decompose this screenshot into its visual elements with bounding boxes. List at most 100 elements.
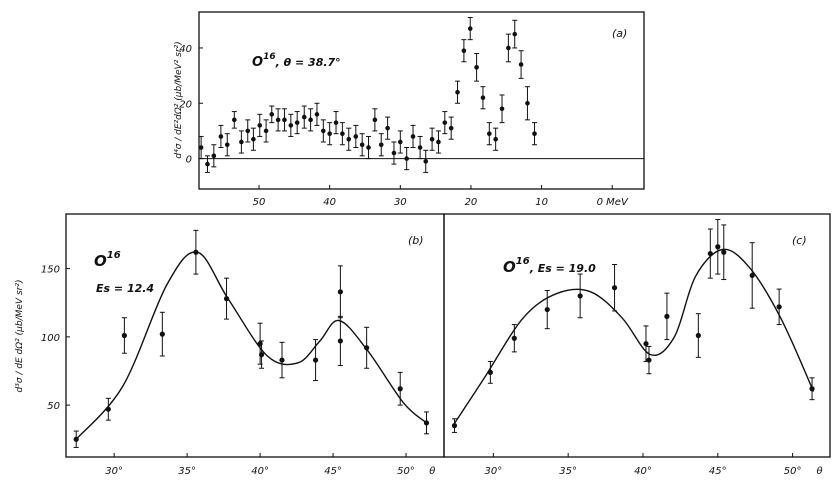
panel-b-annotation-line2: Es = 12.4 [96,282,154,295]
panel-b-annotation: O16 [94,250,121,270]
data-point [366,145,371,150]
panel-c: (c) O16, Es = 19.0 30° 35° 40° 45° 50° θ [443,213,831,477]
data-point [333,120,339,125]
data-point [487,131,492,136]
data-point [239,139,244,145]
x-tick-label: 20 [465,197,478,208]
panel-a-frame [198,11,645,190]
data-point [224,142,230,148]
x-tick-label: 40° [251,466,269,477]
data-point [448,125,454,131]
y-tick-label: 40 [179,44,192,55]
panel-b: (b) O16 Es = 12.4 d³σ / dE dΩ² (μb/MeV s… [15,213,445,477]
x-tick-label: 45° [324,466,342,477]
data-point [480,95,486,101]
data-point [73,436,79,442]
data-point [312,357,319,363]
data-point [359,142,365,148]
data-point [245,128,251,134]
data-point [404,156,409,161]
data-point [455,89,460,95]
data-point [105,406,111,412]
data-point [664,313,670,319]
data-point [442,120,448,125]
data-point [218,134,224,139]
x-tick-label: 40° [634,466,652,477]
data-point [611,285,618,291]
data-point [707,250,713,257]
x-tick-label: 45° [709,466,727,477]
data-point [308,117,313,123]
data-point [223,296,230,302]
panel-c-label: (c) [792,234,807,247]
data-point [327,131,332,136]
data-point [288,123,294,128]
data-point [321,128,326,134]
panel-a: (a) O16, θ = 38.7° d⁴σ / dE²dΩ² (μb/MeV²… [174,11,645,208]
data-point [429,136,435,142]
data-point [301,114,307,120]
x-tick-label: 40 [323,197,336,208]
panel-b-y-axis-label: d³σ / dE dΩ² (μb/MeV sr²) [15,280,25,393]
data-point [258,352,265,358]
data-point [337,289,343,295]
panel-a-label: (a) [612,27,627,40]
data-point [809,386,815,392]
y-tick-label: 0 [186,155,192,166]
data-point [385,125,390,131]
x-tick-label: 50° [397,466,415,477]
panel-a-annotation: O16, θ = 38.7° [252,52,341,70]
data-point [461,48,467,54]
data-point [198,145,204,150]
data-point [353,134,359,139]
data-point [577,293,583,299]
data-point [340,131,345,136]
x-tick-label: θ [816,466,822,477]
data-point [282,117,287,123]
data-point [314,112,320,117]
data-point [159,331,165,337]
data-point [423,420,430,426]
data-point [436,139,441,145]
panel-b-label: (b) [408,234,424,247]
data-point [493,136,498,142]
data-point [695,332,701,339]
data-point [257,123,263,128]
data-point [269,112,275,117]
data-point [193,249,199,255]
data-point [467,26,473,31]
data-point [532,131,537,136]
data-point [398,139,403,145]
x-tick-label: 0 MeV [597,197,629,208]
data-point [451,423,458,429]
data-point [511,335,517,341]
x-tick-label: 10 [535,197,548,208]
data-point [715,244,721,250]
data-point [121,332,127,339]
data-point [410,134,416,139]
y-tick-label: 150 [41,265,60,276]
data-point [525,100,530,106]
data-point [205,161,210,167]
data-point [251,136,256,142]
data-point [776,304,782,310]
data-point [364,345,370,351]
data-point [721,249,727,255]
y-tick-label: 50 [47,401,60,412]
data-point [423,159,429,164]
x-tick-label: 50° [784,466,802,477]
panel-c-frame [443,213,831,458]
fit-curve [75,251,427,440]
x-tick-label: 35° [559,466,577,477]
x-tick-label: θ [429,466,435,477]
data-point [294,120,300,125]
data-point [749,272,755,279]
fit-curve [452,248,815,426]
data-point [544,306,550,313]
data-point [391,150,397,156]
data-point [499,106,505,112]
x-tick-label: 30° [105,466,123,477]
data-point [275,117,281,123]
data-point [506,45,511,51]
